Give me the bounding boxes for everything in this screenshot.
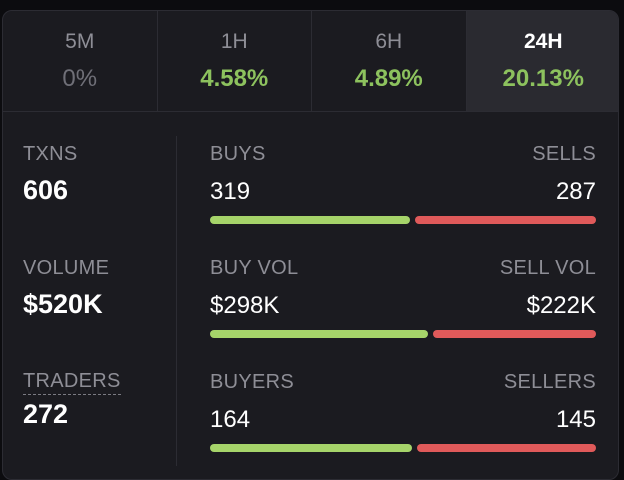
tab-label: 24H xyxy=(523,30,563,53)
traders-value: 272 xyxy=(23,399,69,429)
buy-bar xyxy=(210,216,410,224)
volume-stat: VOLUME $520K xyxy=(23,256,109,320)
txns-stat: TXNS 606 xyxy=(23,142,78,206)
sell-bar xyxy=(433,330,596,338)
sells-value: 287 xyxy=(555,178,596,205)
tab-label: 5M xyxy=(65,30,95,53)
trade-stats-panel: 5M 0% 1H 4.58% 6H 4.89% 24H 20.13% TXNS … xyxy=(2,10,619,480)
buyers-value: 164 xyxy=(210,406,251,433)
volume-value: $520K xyxy=(23,289,103,319)
tab-label: 6H xyxy=(375,30,403,53)
buys-value: 319 xyxy=(210,178,251,205)
row-labels: BUYERS SELLERS xyxy=(210,370,596,394)
sell-vol-value: $222K xyxy=(526,292,596,319)
volume-label: VOLUME xyxy=(23,257,110,279)
buyers-label: BUYERS xyxy=(210,371,295,393)
volume-breakdown: BUY VOL SELL VOL $298K $222K xyxy=(210,256,596,356)
buys-label: BUYS xyxy=(210,143,266,165)
tab-change-value: 0% xyxy=(62,65,98,92)
tab-5m[interactable]: 5M 0% xyxy=(3,11,158,111)
sells-label: SELLS xyxy=(532,143,596,165)
tab-24h[interactable]: 24H 20.13% xyxy=(466,11,618,111)
buy-bar xyxy=(210,330,428,338)
row-labels: BUY VOL SELL VOL xyxy=(210,256,596,280)
buy-sell-ratio-bar xyxy=(210,216,596,224)
txns-breakdown: BUYS SELLS 319 287 xyxy=(210,142,596,242)
buy-bar xyxy=(210,444,412,452)
row-labels: BUYS SELLS xyxy=(210,142,596,166)
tab-label: 1H xyxy=(220,30,248,53)
tab-1h[interactable]: 1H 4.58% xyxy=(158,11,312,111)
txns-value: 606 xyxy=(23,175,69,205)
row-values: $298K $222K xyxy=(210,292,596,320)
buy-vol-label: BUY VOL xyxy=(210,257,299,279)
tab-change-value: 4.89% xyxy=(354,65,423,92)
sellers-value: 145 xyxy=(555,406,596,433)
txns-label: TXNS xyxy=(23,143,78,165)
traders-label[interactable]: TRADERS xyxy=(23,369,121,395)
buy-vol-value: $298K xyxy=(210,292,280,319)
sell-bar xyxy=(417,444,596,452)
buyers-sellers-bar xyxy=(210,444,596,452)
tab-6h[interactable]: 6H 4.89% xyxy=(312,11,467,111)
sell-bar xyxy=(415,216,596,224)
buy-sell-volume-bar xyxy=(210,330,596,338)
sellers-label: SELLERS xyxy=(503,371,596,393)
sell-vol-label: SELL VOL xyxy=(499,257,596,279)
column-divider xyxy=(176,136,177,466)
row-values: 319 287 xyxy=(210,178,596,206)
tab-change-value: 20.13% xyxy=(502,65,584,92)
timeframe-tabs: 5M 0% 1H 4.58% 6H 4.89% 24H 20.13% xyxy=(3,11,618,112)
row-values: 164 145 xyxy=(210,406,596,434)
tab-change-value: 4.58% xyxy=(200,65,269,92)
traders-stat: TRADERS 272 xyxy=(23,369,121,430)
traders-breakdown: BUYERS SELLERS 164 145 xyxy=(210,370,596,470)
